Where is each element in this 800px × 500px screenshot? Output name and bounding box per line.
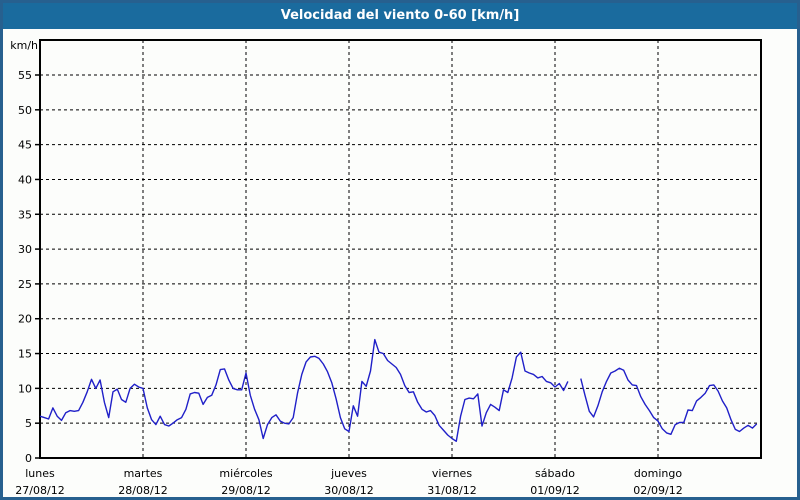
x-axis-date-label: 31/08/12 <box>427 484 476 497</box>
y-axis-tick-label: 20 <box>18 313 32 326</box>
wind-speed-chart: 0 5 10 15 20 25 30 35 40 45 50 55 km/h lunes 27/08/12 m… <box>3 3 797 497</box>
y-axis-tick-label: 40 <box>18 173 32 186</box>
y-axis-tick-label: 0 <box>25 452 32 465</box>
y-axis-tick-label: 5 <box>25 417 32 430</box>
y-axis-tick-label: 10 <box>18 382 32 395</box>
y-axis-tick-label: 55 <box>18 69 32 82</box>
x-axis-day-label: lunes <box>25 467 55 480</box>
y-axis-tick-label: 50 <box>18 104 32 117</box>
y-axis-tick-label: 25 <box>18 278 32 291</box>
y-axis-tick-label: 45 <box>18 139 32 152</box>
wind-speed-line <box>40 340 568 442</box>
x-axis-day-label: jueves <box>330 467 367 480</box>
x-axis-day-label: miércoles <box>219 467 272 480</box>
x-axis-day-label: martes <box>124 467 163 480</box>
x-axis-date-label: 30/08/12 <box>324 484 373 497</box>
x-axis-day-label: viernes <box>432 467 472 480</box>
wind-speed-line <box>581 368 757 434</box>
x-axis-date-label: 29/08/12 <box>221 484 270 497</box>
y-axis-tick-label: 15 <box>18 348 32 361</box>
x-axis-date-label: 28/08/12 <box>118 484 167 497</box>
y-axis-unit-label: km/h <box>10 39 38 52</box>
chart-window: { "window": { "frame_border_color": "#27… <box>0 0 800 500</box>
y-axis-tick-label: 35 <box>18 208 32 221</box>
x-axis-date-label: 02/09/12 <box>633 484 682 497</box>
y-axis-tick-label: 30 <box>18 243 32 256</box>
x-axis-date-label: 27/08/12 <box>15 484 64 497</box>
x-axis-day-label: sábado <box>535 467 575 480</box>
x-axis-date-label: 01/09/12 <box>530 484 579 497</box>
x-axis-day-label: domingo <box>634 467 682 480</box>
